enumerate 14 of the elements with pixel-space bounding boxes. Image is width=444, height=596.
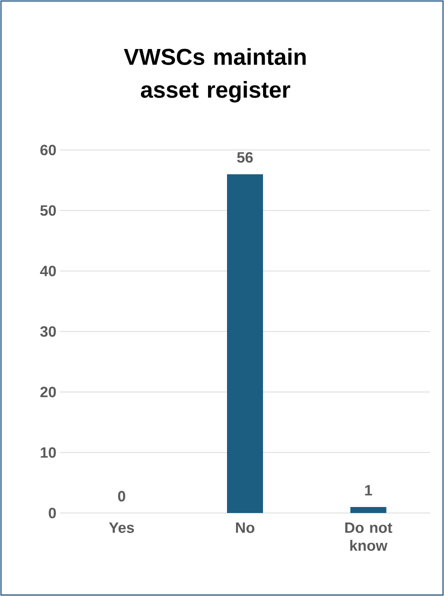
data-label: 56 [237,152,253,163]
y-tick-label: 50 [40,205,56,216]
x-tick-label: Do not know [345,522,392,551]
data-label: 0 [118,490,126,502]
chart-title: VWSCs maintain asset register [124,48,306,103]
y-tick-label: 20 [40,386,56,398]
x-tick-label: Yes [109,522,134,533]
y-tick-label: 60 [40,144,56,156]
y-tick-label: 0 [48,508,56,518]
y-tick-label: 30 [40,326,56,337]
data-label: 1 [365,485,372,496]
y-tick-label: 10 [40,447,56,458]
y-tick-label: 40 [40,266,56,276]
x-tick-label: No [236,522,254,533]
